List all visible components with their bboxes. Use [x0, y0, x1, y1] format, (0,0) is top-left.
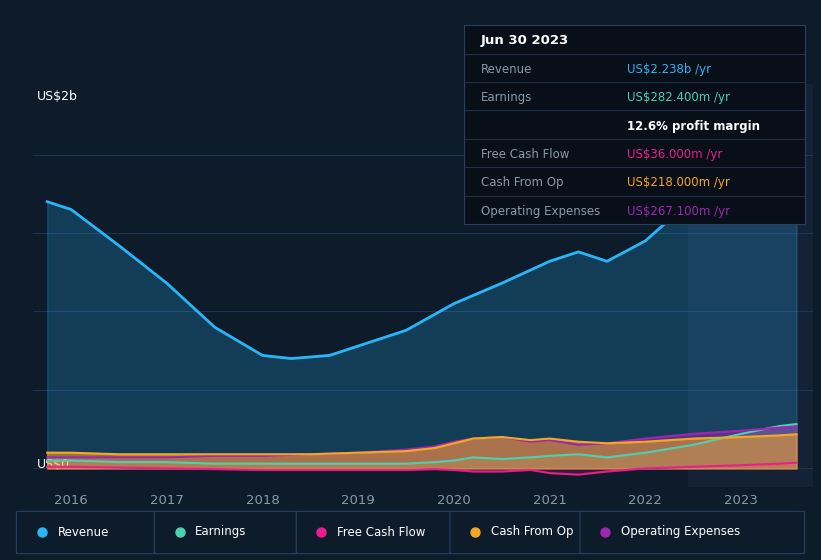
- Text: Cash From Op: Cash From Op: [481, 176, 563, 189]
- Text: US$2.238b /yr: US$2.238b /yr: [627, 63, 712, 76]
- Text: US$282.400m /yr: US$282.400m /yr: [627, 91, 731, 104]
- Text: US$267.100m /yr: US$267.100m /yr: [627, 205, 731, 218]
- FancyBboxPatch shape: [154, 511, 300, 554]
- Text: Jun 30 2023: Jun 30 2023: [481, 34, 569, 48]
- Bar: [688, 84, 821, 487]
- Text: US$36.000m /yr: US$36.000m /yr: [627, 148, 722, 161]
- Text: Cash From Op: Cash From Op: [491, 525, 573, 539]
- FancyBboxPatch shape: [16, 511, 163, 554]
- Text: Revenue: Revenue: [481, 63, 532, 76]
- Text: Operating Expenses: Operating Expenses: [481, 205, 600, 218]
- Text: Free Cash Flow: Free Cash Flow: [481, 148, 569, 161]
- Text: Free Cash Flow: Free Cash Flow: [337, 525, 425, 539]
- Text: Operating Expenses: Operating Expenses: [621, 525, 741, 539]
- FancyBboxPatch shape: [580, 511, 805, 554]
- Text: Earnings: Earnings: [481, 91, 532, 104]
- Text: US$2b: US$2b: [37, 90, 78, 103]
- Text: US$0: US$0: [37, 458, 70, 471]
- Text: US$218.000m /yr: US$218.000m /yr: [627, 176, 731, 189]
- FancyBboxPatch shape: [296, 511, 458, 554]
- Text: Earnings: Earnings: [195, 525, 246, 539]
- Text: Revenue: Revenue: [57, 525, 108, 539]
- Text: 12.6% profit margin: 12.6% profit margin: [627, 119, 760, 133]
- FancyBboxPatch shape: [450, 511, 588, 554]
